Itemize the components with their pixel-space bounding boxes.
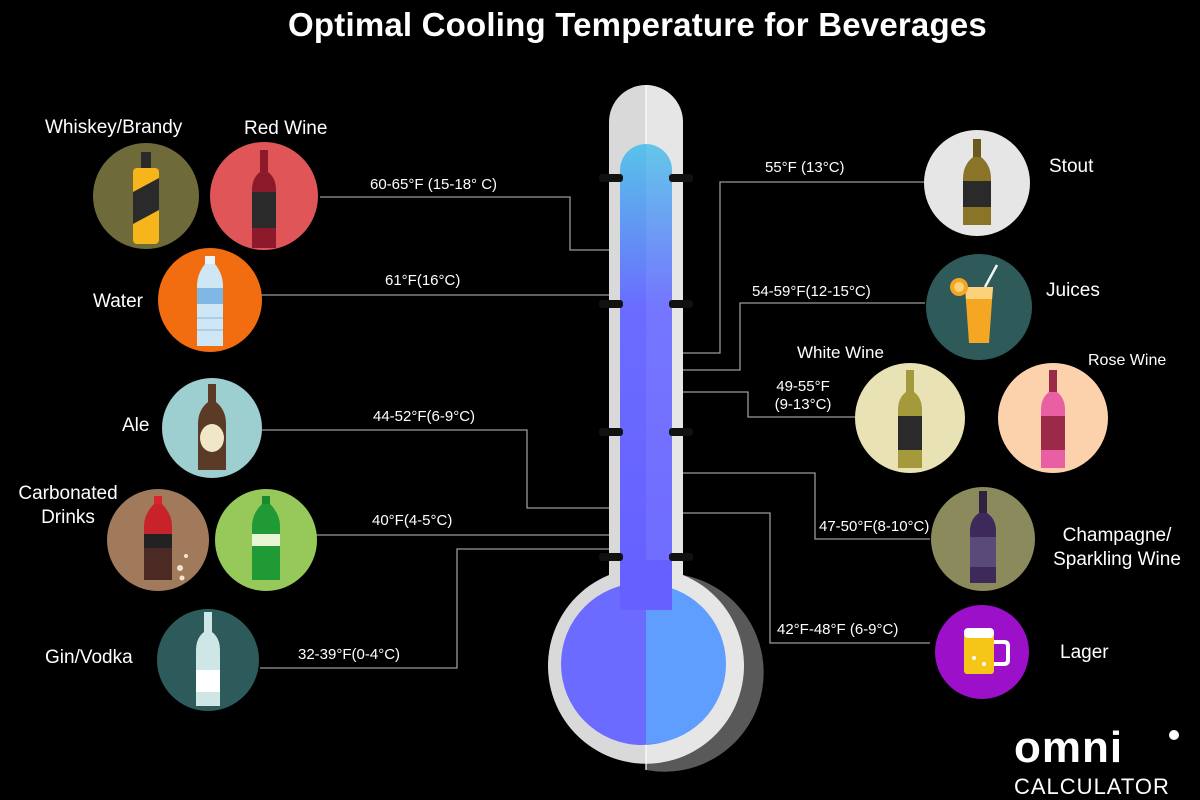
connector-wine-red [320, 196, 609, 251]
rose-wine-bottle-icon [998, 363, 1108, 473]
champagne-bottle-icon [931, 487, 1035, 591]
brand-logo: omni CALCULATOR [1014, 726, 1184, 800]
ale-bottle-icon [162, 378, 262, 478]
water-bottle-icon [158, 248, 262, 352]
cola-bottle-icon [107, 489, 209, 591]
temp-gin: 32-39°F(0-4°C) [298, 646, 401, 663]
water-label: Water [93, 291, 143, 312]
ale-label: Ale [122, 415, 150, 436]
temp-ale: 44-52°F(6-9°C) [373, 408, 476, 425]
temp-lager: 42°F-48°F (6-9°C) [777, 621, 899, 638]
juices-label: Juices [1046, 280, 1100, 301]
page-title: Optimal Cooling Temperature for Beverage… [288, 6, 987, 43]
stout-bottle-icon [924, 130, 1030, 236]
thermometer-liquid [561, 144, 726, 745]
carbonated-label: Carbonated Drinks [18, 483, 118, 528]
connector-stout [683, 181, 925, 354]
temp-champagne: 47-50°F(8-10°C) [819, 518, 930, 535]
white-wine-bottle-icon [855, 363, 965, 473]
connector-ale [262, 429, 609, 509]
connector-lager [683, 512, 930, 644]
whiskey-bottle-icon [93, 143, 199, 249]
brand-word: omni [1014, 723, 1124, 772]
brand-dot [1169, 730, 1179, 740]
stout-label: Stout [1049, 156, 1094, 177]
temp-stout: 55°F (13°C) [765, 159, 845, 176]
temp-white-rose: 49-55°F (9-13°C) [774, 378, 832, 413]
temp-juices: 54-59°F(12-15°C) [752, 283, 871, 300]
soda-bottle-icon [215, 489, 317, 591]
temp-water: 61°F(16°C) [385, 272, 461, 289]
temp-carbonated: 40°F(4-5°C) [372, 512, 453, 529]
gin-label: Gin/Vodka [45, 647, 133, 668]
champagne-label: Champagne/ Sparkling Wine [1053, 525, 1181, 570]
white-wine-label: White Wine [797, 343, 884, 362]
juice-glass-icon [926, 254, 1032, 360]
connector-champagne [683, 472, 930, 540]
lager-label: Lager [1060, 642, 1109, 663]
connector-gin [260, 548, 609, 669]
gin-bottle-icon [157, 609, 259, 711]
temp-wine-red: 60-65°F (15-18° C) [370, 176, 498, 193]
thermometer-ticks [599, 174, 693, 561]
whiskey-label: Whiskey/Brandy [45, 117, 183, 138]
rose-wine-label: Rose Wine [1088, 352, 1167, 369]
connector-juices [683, 302, 925, 371]
brand-subtitle: CALCULATOR [1014, 774, 1170, 799]
connector-white-rose [683, 391, 855, 418]
beer-mug-icon [935, 605, 1029, 699]
red-wine-bottle-icon [210, 142, 318, 250]
red-wine-label: Red Wine [244, 118, 328, 139]
